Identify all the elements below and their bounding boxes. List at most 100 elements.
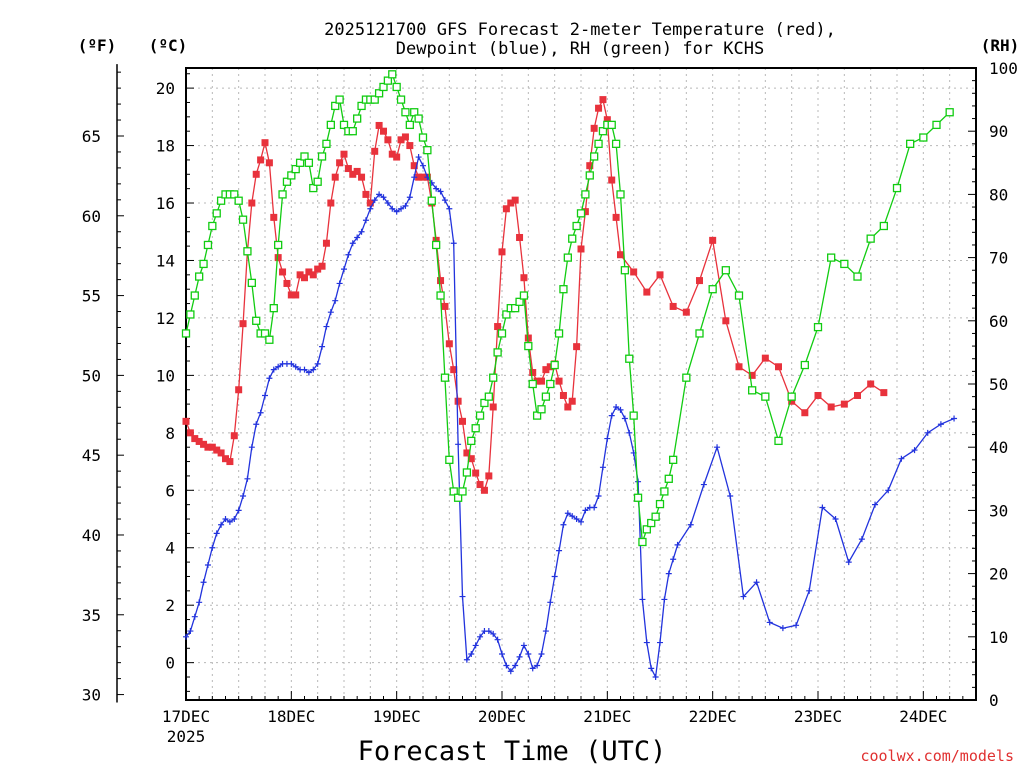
- x-tick-label: 20DEC: [478, 707, 526, 726]
- rh-point: [335, 95, 344, 104]
- dewpoint-point: [507, 668, 514, 675]
- dewpoint-point: [766, 619, 773, 626]
- rh-point: [432, 240, 441, 250]
- rh-point: [348, 127, 357, 136]
- fahrenheit-tick-label: 55: [82, 287, 101, 306]
- dewpoint-point: [420, 162, 426, 169]
- fahrenheit-tick-label: 40: [82, 526, 101, 545]
- temperature-point: [371, 147, 379, 155]
- dewpoint-point: [345, 251, 352, 258]
- temperature-point: [880, 389, 888, 397]
- dewpoint-point: [204, 561, 211, 568]
- temperature-point: [230, 432, 238, 440]
- rh-point: [554, 329, 564, 338]
- rh-point: [449, 487, 458, 496]
- fahrenheit-tick-label: 30: [82, 686, 101, 705]
- dewpoint-point: [226, 518, 233, 525]
- dewpoint-point: [196, 599, 203, 606]
- dewpoint-point: [542, 628, 549, 635]
- rh-point: [186, 310, 195, 319]
- dewpoint-point: [393, 208, 400, 215]
- rh-point: [629, 411, 638, 420]
- rh-point: [734, 291, 744, 300]
- temperature-point: [261, 139, 269, 147]
- dewpoint-point: [674, 541, 681, 548]
- temperature-point: [494, 323, 502, 331]
- dewpoint-point: [639, 596, 646, 603]
- rh-point: [813, 322, 823, 332]
- rh-point: [410, 108, 419, 117]
- dewpoint-point: [262, 392, 268, 399]
- temperature-point: [213, 446, 221, 454]
- rh-point: [638, 537, 647, 547]
- dewpoint-point: [700, 481, 707, 488]
- rh-point: [309, 183, 318, 193]
- rh-point: [642, 525, 651, 534]
- temperature-point: [406, 142, 414, 150]
- dewpoint-point: [305, 369, 312, 376]
- dewpoint-point: [832, 516, 839, 523]
- dewpoint-point: [806, 587, 813, 594]
- dewpoint-point: [652, 674, 659, 681]
- temperature-point: [331, 173, 339, 181]
- temperature-point: [788, 397, 796, 405]
- rh-point: [563, 253, 572, 262]
- temperature-point: [397, 136, 405, 144]
- x-tick-label: 21DEC: [583, 707, 631, 726]
- rh-point: [616, 190, 625, 199]
- rh-point: [594, 139, 603, 148]
- dewpoint-point: [209, 544, 216, 551]
- dewpoint-point: [569, 513, 576, 520]
- rh-point: [572, 221, 581, 231]
- rh-point: [519, 291, 529, 300]
- temperature-point: [248, 199, 256, 207]
- temperature-point: [327, 199, 335, 207]
- dewpoint-series: [183, 154, 958, 681]
- rh-point: [655, 499, 665, 509]
- dewpoint-point: [494, 636, 501, 643]
- rh-tick-label: 50: [989, 375, 1008, 394]
- rh-point: [388, 70, 397, 79]
- dewpoint-point: [547, 599, 554, 606]
- temperature-point: [441, 302, 449, 310]
- dewpoint-point: [266, 375, 273, 382]
- dewpoint-point: [608, 412, 615, 419]
- temperature-point: [577, 245, 585, 253]
- dewpoint-point: [538, 651, 545, 658]
- dewpoint-point: [648, 665, 655, 672]
- x-tick-label: 24DEC: [899, 707, 947, 726]
- rh-point: [203, 240, 213, 250]
- dewpoint-point: [222, 516, 229, 523]
- celsius-tick-label: 18: [156, 137, 175, 156]
- rh-point: [633, 493, 643, 502]
- dewpoint-point: [406, 194, 413, 201]
- rh-point: [396, 95, 406, 104]
- rh-point: [647, 518, 656, 528]
- temperature-point: [480, 486, 488, 494]
- rh-point: [546, 379, 555, 389]
- dewpoint-point: [354, 234, 361, 241]
- dewpoint-point: [604, 435, 611, 442]
- temperature-point: [568, 397, 576, 405]
- rh-point: [853, 272, 862, 281]
- rh-point: [339, 120, 349, 130]
- temperature-point: [191, 435, 199, 443]
- x-tick-label: 17DEC: [162, 707, 210, 726]
- rh-point: [625, 354, 634, 363]
- rh-point: [445, 455, 454, 464]
- temperature-point: [489, 403, 497, 411]
- temperature-point: [358, 173, 366, 181]
- dewpoint-point: [819, 504, 826, 511]
- rh-point: [353, 114, 362, 123]
- rh-point: [243, 247, 252, 256]
- temperature-point: [814, 391, 822, 399]
- temperature-point: [265, 159, 273, 167]
- temperature-point: [612, 213, 620, 221]
- dewpoint-point: [411, 174, 418, 181]
- rh-tick-label: 70: [989, 249, 1008, 268]
- dewpoint-point: [415, 154, 422, 161]
- dewpoint-point: [323, 323, 330, 330]
- dewpoint-point: [520, 642, 527, 649]
- temperature-point: [709, 236, 717, 244]
- dewpoint-point: [218, 521, 225, 528]
